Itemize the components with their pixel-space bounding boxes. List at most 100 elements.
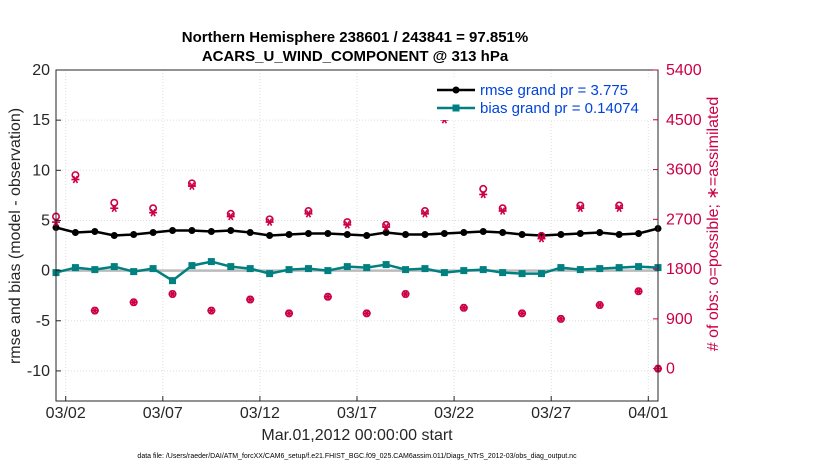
bias-point xyxy=(363,264,371,272)
bias-point xyxy=(635,263,643,271)
bias-point xyxy=(460,267,468,275)
legend-label-bias: bias grand pr = 0.14074 xyxy=(480,100,639,117)
asterisk-stroke xyxy=(111,204,117,213)
y-tick-label-left: -5 xyxy=(36,313,50,330)
assimilated-obs-marker xyxy=(343,220,352,229)
rmse-point xyxy=(324,229,332,237)
y-tick-label-right: 5400 xyxy=(666,62,702,79)
asterisk-stroke xyxy=(558,314,564,323)
y-tick-label-left: 15 xyxy=(32,112,50,129)
asterisk-stroke xyxy=(480,190,486,199)
possible-obs-marker xyxy=(110,198,119,207)
assimilated-obs-marker xyxy=(615,204,624,213)
y-tick-label-right: 3600 xyxy=(666,162,702,179)
bias-point xyxy=(499,269,507,277)
y-tick-label-right: 4500 xyxy=(666,112,702,129)
possible-obs-marker xyxy=(479,184,488,193)
rmse-point xyxy=(130,230,138,238)
rmse-point xyxy=(91,227,99,235)
asterisk-stroke xyxy=(538,234,545,243)
x-axis-label: Mar.01,2012 00:00:00 start xyxy=(261,427,453,444)
bias-point xyxy=(557,264,565,272)
assimilated-obs-marker xyxy=(187,182,196,191)
assimilated-obs-marker xyxy=(304,209,313,218)
rmse-point xyxy=(596,228,604,236)
bias-point xyxy=(71,264,79,272)
rmse-point xyxy=(110,232,118,239)
bias-point xyxy=(402,266,410,274)
assimilated-obs-marker xyxy=(595,301,604,309)
rmse-point xyxy=(343,230,351,238)
asterisk-stroke xyxy=(189,182,195,191)
asterisk-stroke xyxy=(344,220,350,229)
asterisk-stroke xyxy=(402,290,409,298)
rmse-point xyxy=(615,230,623,238)
assimilated-obs-marker xyxy=(459,303,468,312)
assimilated-obs-marker xyxy=(71,175,80,184)
rmse-point xyxy=(382,228,390,236)
bias-point xyxy=(246,265,254,273)
assimilated-obs-marker xyxy=(323,292,332,301)
bias-point xyxy=(440,269,448,277)
rmse-point xyxy=(246,228,254,236)
legend-label-rmse: rmse grand pr = 3.775 xyxy=(480,82,628,99)
y-tick-label-right: 1800 xyxy=(666,261,702,278)
asterisk-stroke xyxy=(635,287,642,296)
assimilated-obs-marker xyxy=(634,287,643,296)
asterisk-stroke xyxy=(150,208,156,217)
assimilated-obs-marker xyxy=(420,209,429,218)
y-axis-label-right: # of obs: o=possible; ∗=assimilated xyxy=(705,97,722,351)
bias-point xyxy=(207,258,215,266)
chart-title-line2: ACARS_U_WIND_COMPONENT @ 313 hPa xyxy=(202,48,509,65)
bias-point xyxy=(382,261,390,269)
asterisk-stroke xyxy=(325,292,331,301)
bias-point xyxy=(91,266,99,274)
bias-point xyxy=(343,263,351,271)
rmse-point xyxy=(169,226,177,234)
asterisk-stroke xyxy=(616,204,622,213)
rmse-point xyxy=(266,232,274,239)
rmse-point xyxy=(207,227,215,235)
legend: rmse grand pr = 3.775 bias grand pr = 0.… xyxy=(430,78,652,120)
asterisk-stroke xyxy=(266,218,273,226)
bias-point xyxy=(188,262,196,270)
assimilated-obs-marker xyxy=(518,309,527,318)
legend-marker-rmse xyxy=(452,86,460,94)
asterisk-stroke xyxy=(383,223,389,231)
asterisk-stroke xyxy=(228,212,234,221)
asterisk-stroke xyxy=(130,298,137,307)
legend-marker-bias xyxy=(452,104,460,112)
assimilated-obs-marker xyxy=(556,314,565,323)
footnote: data file: /Users/raeder/DAI/ATM_forcXX/… xyxy=(137,453,577,460)
assimilated-obs-marker xyxy=(362,309,371,318)
bias-point xyxy=(537,270,545,278)
x-tick-label: 03/27 xyxy=(531,405,571,422)
x-tick-label: 03/07 xyxy=(143,405,183,422)
bias-point xyxy=(576,266,584,274)
rmse-point xyxy=(479,227,487,235)
y-tick-label-left: 10 xyxy=(32,162,50,179)
bias-point xyxy=(421,265,429,273)
rmse-point xyxy=(71,228,79,236)
rmse-point xyxy=(149,228,157,236)
bias-point xyxy=(130,268,138,276)
rmse-point xyxy=(499,228,507,236)
axes-layer: 03/02 03/07 03/12 03/17 03/22 03/27 04/01 20 15 1… xyxy=(27,62,702,422)
y-tick-label-left: 20 xyxy=(32,62,50,79)
asterisk-stroke xyxy=(72,175,79,184)
bias-point xyxy=(266,270,274,278)
y-tick-label-left: -10 xyxy=(27,363,50,380)
asterisk-stroke xyxy=(305,209,312,218)
y-tick-label-left: 0 xyxy=(41,263,50,280)
x-tick-label: 03/02 xyxy=(46,405,86,422)
asterisk-stroke xyxy=(519,309,525,318)
assimilated-obs-marker xyxy=(576,204,585,213)
assimilated-obs-marker xyxy=(110,204,119,213)
assimilated-obs-marker xyxy=(498,207,507,215)
bias-point xyxy=(324,267,332,275)
x-tick-label: 03/12 xyxy=(240,405,280,422)
assimilated-obs-marker xyxy=(401,290,410,298)
y-tick-label-right: 2700 xyxy=(666,211,702,228)
legend-box xyxy=(430,78,652,120)
